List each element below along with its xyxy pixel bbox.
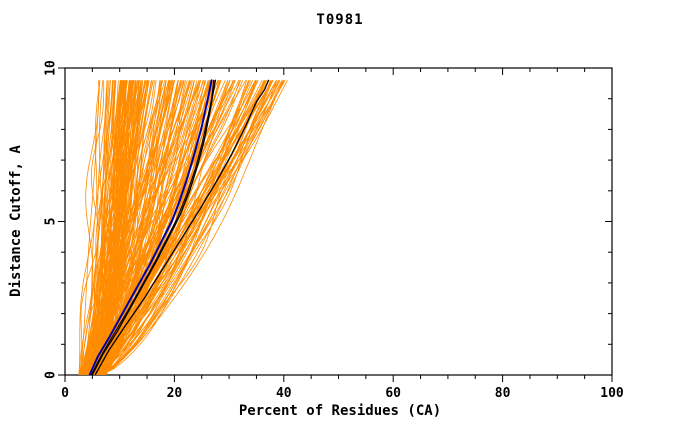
svg-text:20: 20: [167, 386, 183, 401]
svg-text:40: 40: [276, 386, 292, 401]
svg-text:5: 5: [44, 218, 59, 226]
svg-text:60: 60: [385, 386, 401, 401]
svg-text:100: 100: [600, 386, 624, 401]
svg-text:0: 0: [61, 386, 69, 401]
chart-title: T0981: [316, 12, 364, 28]
svg-text:0: 0: [44, 371, 59, 379]
y-axis-label: Distance Cutoff, A: [8, 145, 24, 297]
svg-text:80: 80: [495, 386, 511, 401]
x-axis-label: Percent of Residues (CA): [238, 403, 442, 419]
svg-text:10: 10: [44, 60, 59, 76]
